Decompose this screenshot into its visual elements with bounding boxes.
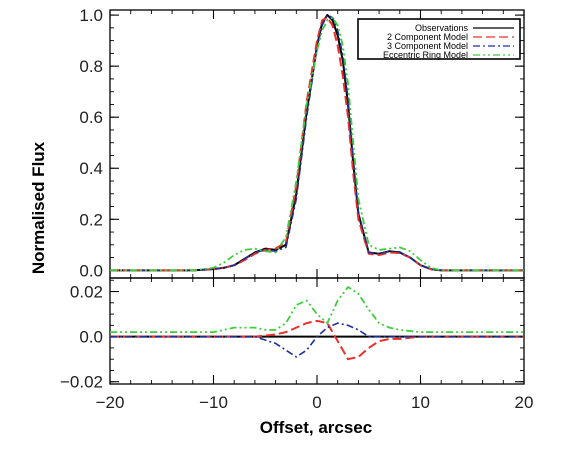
y-tick-label: 0.8: [79, 57, 103, 76]
x-tick-label: −20: [96, 393, 125, 412]
y-axis-title: Normalised Flux: [29, 141, 48, 274]
legend-label: 3 Component Model: [387, 41, 468, 51]
y-tick-label: 0.0: [79, 328, 103, 347]
x-tick-label: 0: [312, 393, 321, 412]
legend-box: [357, 18, 521, 60]
series-line-2-component-model: [110, 16, 524, 272]
x-tick-label: −10: [199, 393, 228, 412]
legend-label: Eccentric Ring Model: [383, 50, 468, 60]
y-tick-label: 0.02: [70, 283, 103, 302]
y-tick-label: −0.02: [60, 373, 103, 392]
lower-panel: −0.02 0.0 0.02 −20 −10 0 10 20: [60, 277, 534, 412]
y-tick-label: 0.6: [79, 108, 103, 127]
y-tick-label: 0.0: [79, 261, 103, 280]
series-line-2-component-model: [110, 319, 524, 361]
x-tick-label: 20: [515, 393, 534, 412]
series-line-3-component-model: [110, 322, 524, 358]
series-line-eccentric-ring-model: [110, 16, 524, 272]
series-line-eccentric-ring-model: [110, 286, 524, 334]
series-line-3-component-model: [110, 14, 524, 272]
x-tick-label: 10: [411, 393, 430, 412]
x-axis-title: Offset, arcsec: [260, 418, 372, 437]
y-tick-label: 0.4: [79, 159, 103, 178]
y-tick-label: 1.0: [79, 6, 103, 25]
legend-label: 2 Component Model: [387, 32, 468, 42]
legend-label: Observations: [415, 23, 469, 33]
y-tick-label: 0.2: [79, 210, 103, 229]
